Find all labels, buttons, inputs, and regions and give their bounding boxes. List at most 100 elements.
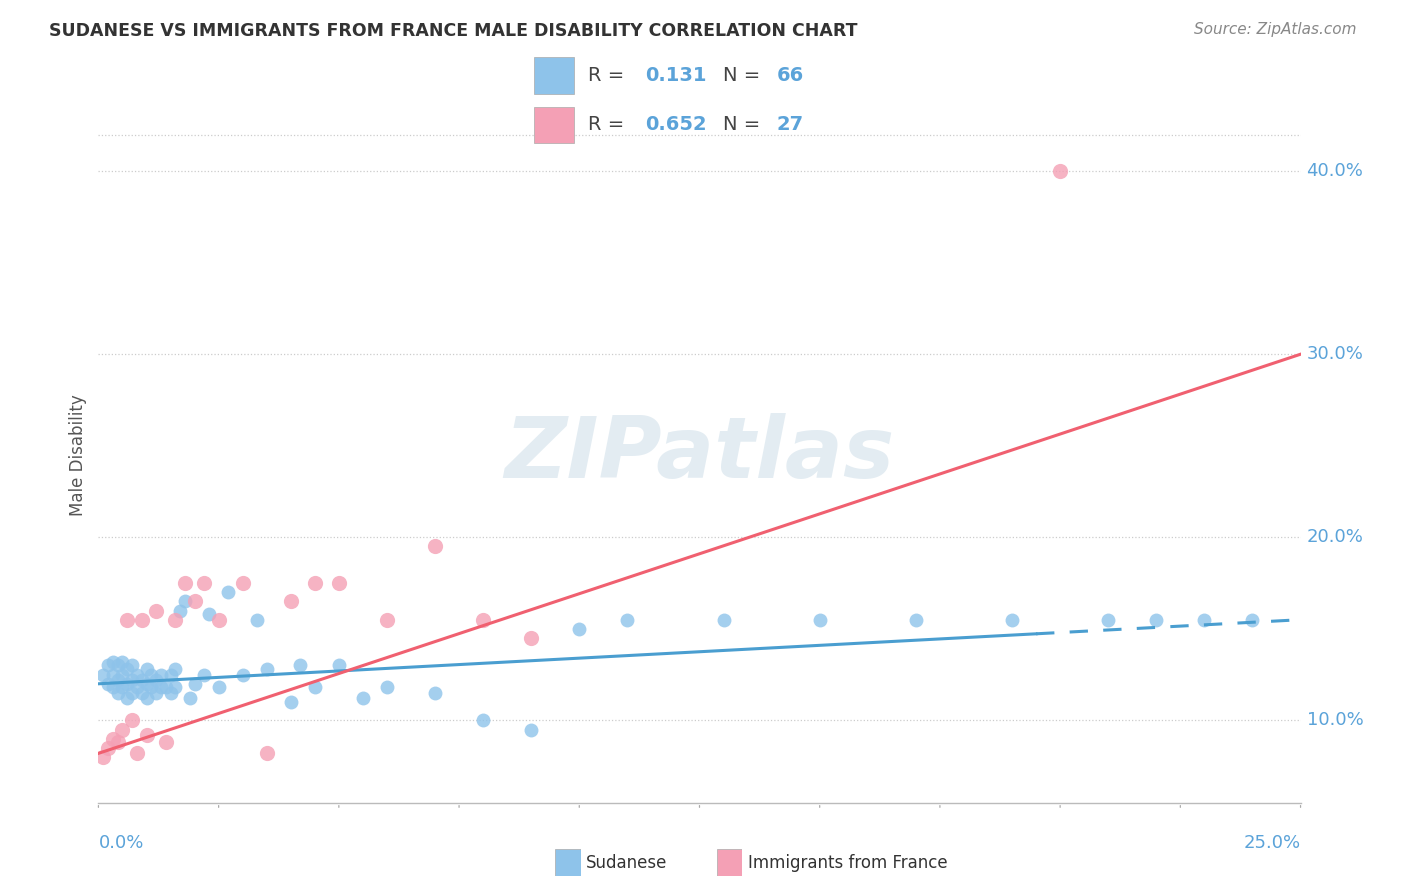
Point xyxy=(183,594,205,608)
Point xyxy=(616,613,638,627)
Point xyxy=(121,673,143,687)
Point xyxy=(145,686,167,700)
Point xyxy=(131,673,153,687)
Point xyxy=(121,714,143,728)
Point xyxy=(97,740,120,755)
Point xyxy=(198,607,221,622)
Point xyxy=(131,686,153,700)
Text: N =: N = xyxy=(723,115,766,134)
Point xyxy=(165,681,187,695)
Point xyxy=(107,735,129,749)
Point xyxy=(165,662,187,676)
Text: 0.652: 0.652 xyxy=(645,115,707,134)
Point xyxy=(1194,613,1216,627)
Point xyxy=(232,576,254,591)
Point xyxy=(352,691,374,706)
Point xyxy=(117,691,139,706)
Text: 66: 66 xyxy=(776,66,804,85)
Point xyxy=(117,677,139,691)
Point xyxy=(208,613,231,627)
Point xyxy=(131,613,153,627)
Point xyxy=(107,686,129,700)
Point xyxy=(328,576,350,591)
Point xyxy=(174,576,197,591)
Point xyxy=(423,540,446,554)
Point xyxy=(375,613,398,627)
Point xyxy=(375,681,398,695)
Point xyxy=(125,681,148,695)
Text: 0.131: 0.131 xyxy=(645,66,707,85)
Point xyxy=(125,747,148,761)
Point xyxy=(159,686,181,700)
Point xyxy=(174,594,197,608)
Point xyxy=(141,667,163,681)
Point xyxy=(568,622,591,636)
Point xyxy=(117,662,139,676)
Point xyxy=(472,613,495,627)
Point xyxy=(280,695,302,709)
Point xyxy=(165,613,187,627)
Point xyxy=(135,677,157,691)
Point xyxy=(290,658,312,673)
Point xyxy=(101,731,124,746)
Point xyxy=(183,677,205,691)
Text: SUDANESE VS IMMIGRANTS FROM FRANCE MALE DISABILITY CORRELATION CHART: SUDANESE VS IMMIGRANTS FROM FRANCE MALE … xyxy=(49,22,858,40)
Point xyxy=(423,686,446,700)
Text: 10.0%: 10.0% xyxy=(1306,712,1364,730)
Text: Sudanese: Sudanese xyxy=(586,854,668,871)
Point xyxy=(141,681,163,695)
Point xyxy=(145,673,167,687)
Point xyxy=(193,667,215,681)
Text: Source: ZipAtlas.com: Source: ZipAtlas.com xyxy=(1194,22,1357,37)
Text: 27: 27 xyxy=(776,115,804,134)
Point xyxy=(145,603,167,617)
Point xyxy=(111,681,134,695)
Point xyxy=(117,613,139,627)
Point xyxy=(101,681,124,695)
Point xyxy=(135,662,157,676)
Point xyxy=(125,667,148,681)
Point xyxy=(155,735,177,749)
Point xyxy=(107,658,129,673)
Point xyxy=(101,655,124,669)
Point xyxy=(328,658,350,673)
Point xyxy=(149,681,172,695)
Point xyxy=(246,613,269,627)
Point xyxy=(91,667,114,681)
Point xyxy=(217,585,239,599)
Point xyxy=(111,723,134,737)
Text: ZIPatlas: ZIPatlas xyxy=(505,413,894,497)
Point xyxy=(904,613,927,627)
Text: 30.0%: 30.0% xyxy=(1306,345,1364,363)
Point xyxy=(169,603,191,617)
Point xyxy=(304,681,326,695)
Point xyxy=(1241,613,1264,627)
Point xyxy=(101,667,124,681)
Text: 40.0%: 40.0% xyxy=(1306,162,1364,180)
Point xyxy=(135,728,157,742)
Point xyxy=(159,667,181,681)
Point xyxy=(179,691,201,706)
Bar xyxy=(534,106,574,144)
Text: Immigrants from France: Immigrants from France xyxy=(748,854,948,871)
Point xyxy=(97,658,120,673)
Point xyxy=(232,667,254,681)
Point xyxy=(155,681,177,695)
Point xyxy=(149,667,172,681)
Y-axis label: Male Disability: Male Disability xyxy=(69,394,87,516)
Point xyxy=(193,576,215,591)
Point xyxy=(208,681,231,695)
Text: 0.0%: 0.0% xyxy=(98,834,143,852)
Point xyxy=(520,631,543,645)
Point xyxy=(256,662,278,676)
Point xyxy=(520,723,543,737)
Point xyxy=(97,677,120,691)
Bar xyxy=(534,57,574,95)
Point xyxy=(1001,613,1024,627)
Point xyxy=(121,658,143,673)
Text: 25.0%: 25.0% xyxy=(1243,834,1301,852)
Point xyxy=(472,714,495,728)
Point xyxy=(91,750,114,764)
Point xyxy=(256,747,278,761)
Point xyxy=(111,655,134,669)
